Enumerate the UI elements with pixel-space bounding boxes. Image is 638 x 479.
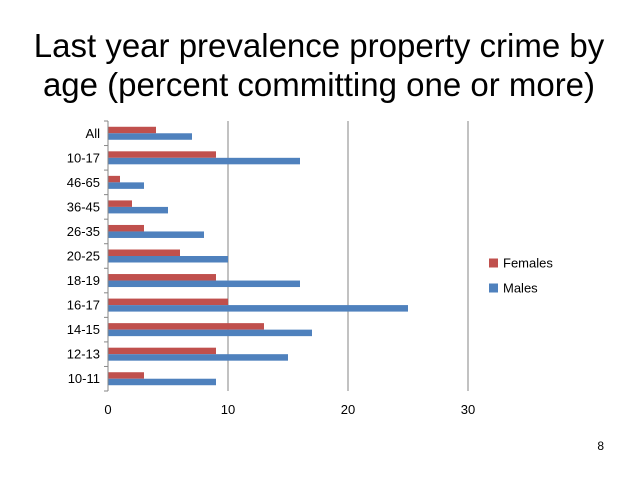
- bar-males-10-17: [108, 157, 300, 165]
- legend-label-females: Females: [503, 256, 553, 271]
- bar-males-16-17: [108, 305, 408, 312]
- legend-swatch-males: [489, 283, 498, 293]
- y-tick-label: 12-13: [67, 347, 100, 362]
- slide-number: 8: [597, 439, 604, 453]
- bar-females-18-19: [108, 274, 216, 281]
- x-tick-label: 10: [221, 402, 235, 417]
- y-tick-label: 20-25: [67, 249, 100, 264]
- y-tick-label: 36-45: [67, 199, 100, 214]
- slide-title: Last year prevalence property crime by a…: [0, 26, 638, 104]
- y-tick-label: 10-11: [68, 371, 100, 386]
- bar-females-10-11: [108, 372, 144, 379]
- bar-males-18-19: [108, 280, 300, 288]
- bar-males-All: [108, 133, 192, 140]
- bar-females-14-15: [108, 323, 264, 330]
- y-tick-label: 46-65: [67, 175, 100, 190]
- bar-males-10-11: [108, 378, 216, 386]
- bar-females-26-35: [108, 224, 144, 232]
- bar-males-46-65: [108, 182, 144, 189]
- bar-males-36-45: [108, 206, 168, 214]
- legend-label-males: Males: [503, 281, 538, 296]
- y-tick-label: 26-35: [67, 224, 100, 239]
- bar-males-14-15: [108, 329, 312, 337]
- slide-title-line1: Last year prevalence property crime by: [33, 27, 605, 64]
- x-tick-label: 0: [104, 402, 111, 417]
- bar-females-10-17: [108, 151, 216, 158]
- bar-females-20-25: [108, 249, 180, 256]
- bar-females-16-17: [108, 298, 228, 306]
- y-tick-label: 14-15: [67, 322, 100, 337]
- y-tick-label: 10-17: [67, 150, 100, 165]
- slide-title-line2: age (percent committing one or more): [42, 66, 596, 103]
- legend-swatch-females: [489, 258, 498, 268]
- y-tick-label: 18-19: [67, 273, 100, 288]
- y-tick-label: All: [86, 126, 101, 141]
- bar-males-12-13: [108, 354, 288, 361]
- y-tick-label: 16-17: [67, 298, 100, 313]
- bar-females-36-45: [108, 200, 132, 207]
- bar-males-20-25: [108, 256, 228, 263]
- bar-females-All: [108, 126, 156, 134]
- x-tick-label: 20: [341, 402, 355, 417]
- bar-females-46-65: [108, 175, 120, 183]
- bar-males-26-35: [108, 231, 204, 238]
- bar-females-12-13: [108, 347, 216, 355]
- x-tick-label: 30: [461, 402, 475, 417]
